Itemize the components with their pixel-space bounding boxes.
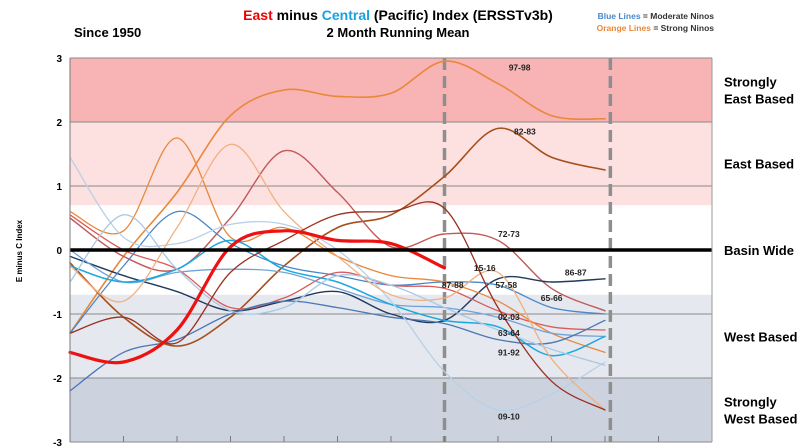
series-label: 87-88	[442, 280, 464, 290]
title-east: East	[243, 7, 273, 23]
y-tick-label: 0	[56, 246, 62, 257]
series-label: 97-98	[509, 63, 531, 73]
series-label: 57-58	[495, 280, 517, 290]
series-labels: 97-98 82-83 72-73 86-87 87-88 57-58 65-66 02-03…	[442, 63, 587, 422]
series-line-86-87	[69, 255, 606, 324]
series-label: 65-66	[541, 293, 563, 303]
series-label: 09-10	[498, 411, 520, 421]
region-label: East Based	[724, 157, 794, 172]
y-tick-label: 2	[56, 118, 62, 129]
y-tick-label: 3	[56, 54, 62, 65]
legend-orange-text: = Strong Ninos	[651, 23, 714, 33]
region-label: Strongly	[724, 395, 777, 410]
title-rest: (Pacific) Index (ERSSTv3b)	[370, 7, 553, 23]
legend-blue-text: = Moderate Ninos	[641, 11, 715, 21]
series-line-91-92	[69, 300, 606, 392]
title-central: Central	[322, 7, 370, 23]
series-label: 82-83	[514, 127, 536, 137]
chart-subtitle: 2 Month Running Mean	[327, 25, 470, 40]
title-minus: minus	[273, 7, 322, 23]
region-labels: Strongly East Based East Based Basin Wide We…	[724, 75, 798, 427]
legend-blue-key: Blue Lines	[598, 11, 641, 21]
series-line-02-03	[69, 249, 606, 338]
region-label: Strongly	[724, 75, 777, 90]
legend-blue: Blue Lines = Moderate Ninos	[598, 11, 715, 21]
series-group	[68, 60, 606, 412]
legend-orange-key: Orange Lines	[597, 23, 652, 33]
series-label: 02-03	[498, 312, 520, 322]
series-label: 91-92	[498, 347, 520, 357]
legend-orange: Orange Lines = Strong Ninos	[597, 23, 715, 33]
y-axis: 3 2 1 0 -1 -2 -3	[53, 54, 713, 446]
y-tick-label: -1	[53, 310, 62, 321]
region-band	[70, 58, 712, 122]
region-label: Basin Wide	[724, 243, 794, 258]
since-label: Since 1950	[74, 25, 141, 40]
region-label: West Based	[724, 412, 798, 427]
region-band	[70, 122, 712, 206]
series-line-65-66	[69, 137, 606, 354]
series-label: 63-64	[498, 328, 520, 338]
series-line	[69, 143, 606, 411]
region-label: West Based	[724, 329, 798, 344]
series-line-97-98	[69, 60, 606, 334]
series-line	[69, 201, 606, 411]
y-axis-title: E minus C Index	[15, 219, 24, 282]
region-band	[70, 378, 712, 442]
chart-title: East minus Central (Pacific) Index (ERSS…	[243, 7, 553, 23]
region-band	[70, 294, 712, 378]
series-line	[69, 214, 606, 366]
series-label: 72-73	[498, 229, 520, 239]
y-tick-label: -2	[53, 374, 62, 385]
series-label: 15-16	[474, 263, 496, 273]
y-tick-label: -3	[53, 438, 62, 446]
series-line-15-16	[68, 229, 447, 365]
y-tick-label: 1	[56, 182, 62, 193]
series-label: 86-87	[565, 267, 587, 277]
region-label: East Based	[724, 92, 794, 107]
